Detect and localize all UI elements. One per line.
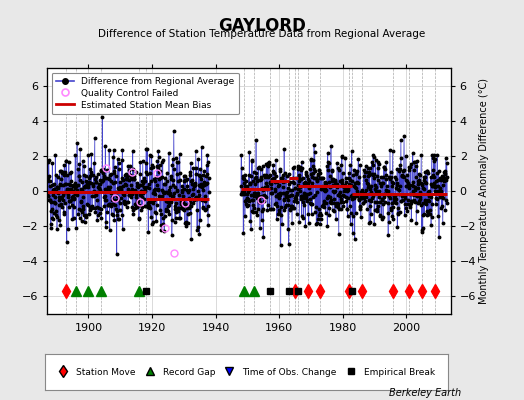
Legend: Difference from Regional Average, Quality Control Failed, Estimated Station Mean: Difference from Regional Average, Qualit… <box>52 72 239 114</box>
Y-axis label: Monthly Temperature Anomaly Difference (°C): Monthly Temperature Anomaly Difference (… <box>479 78 489 304</box>
Legend: Station Move, Record Gap, Time of Obs. Change, Empirical Break: Station Move, Record Gap, Time of Obs. C… <box>55 365 438 379</box>
Text: GAYLORD: GAYLORD <box>218 17 306 35</box>
Text: Berkeley Earth: Berkeley Earth <box>389 388 461 398</box>
Text: Difference of Station Temperature Data from Regional Average: Difference of Station Temperature Data f… <box>99 29 425 39</box>
